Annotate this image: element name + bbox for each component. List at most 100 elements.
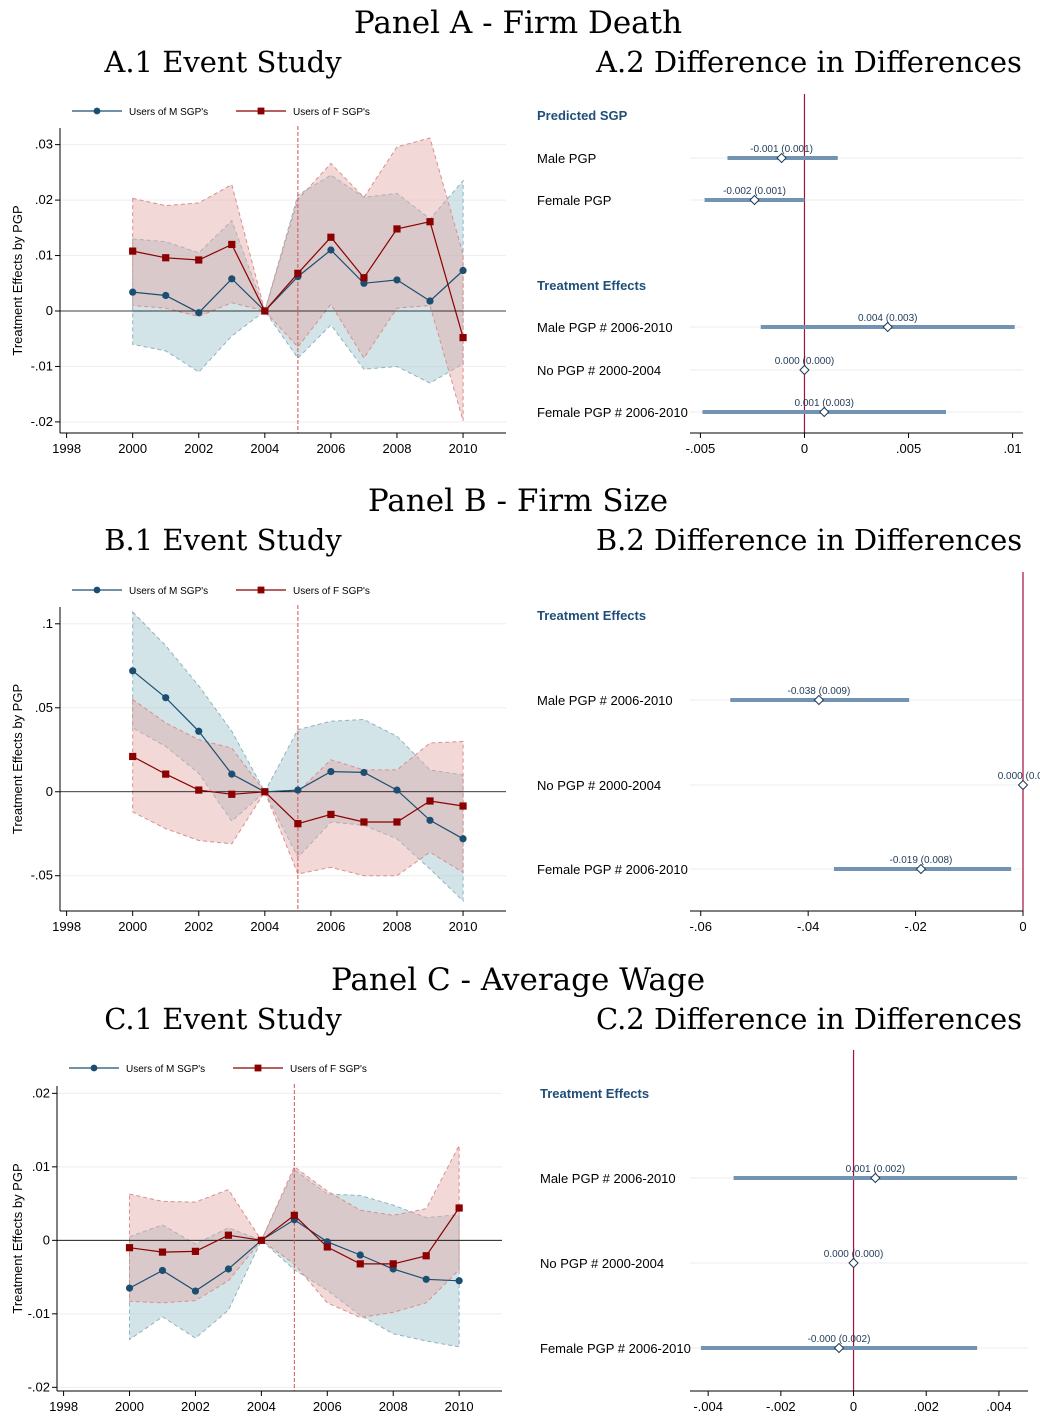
x-tick-label: 2000 [115, 1399, 144, 1414]
data-point-female [323, 1243, 331, 1251]
data-point-male [162, 291, 170, 300]
legend-marker-female [257, 107, 265, 115]
event-study-plot-0: .03 .02 .01 0 -.01 -.02 1998 2000 2002 2004 2006 20… [10, 107, 506, 456]
point-estimate [833, 1342, 845, 1354]
data-point-female [294, 269, 302, 277]
y-tick-label: .05 [35, 700, 53, 715]
data-point-male [125, 1284, 134, 1292]
legend-marker-male [90, 1064, 98, 1072]
y-tick-label: -.05 [31, 868, 53, 883]
x-tick-label: 1998 [52, 441, 81, 456]
x-tick-label: 2008 [383, 919, 412, 934]
row-label: Male PGP [537, 151, 596, 166]
data-point-female [455, 1204, 463, 1212]
row-label: Female PGP # 2006-2010 [540, 1341, 691, 1356]
data-point-female [389, 1260, 397, 1268]
point-estimate [1017, 779, 1029, 791]
section-header: Treatment Effects [537, 278, 646, 293]
x-tick-label: 2006 [316, 919, 345, 934]
data-point-female [261, 788, 269, 796]
point-estimate [813, 694, 825, 706]
data-point-male [426, 816, 434, 824]
legend-marker-female [257, 586, 265, 594]
row-label: Male PGP # 2006-2010 [537, 693, 673, 708]
x-tick-label: 2006 [316, 441, 345, 456]
data-point-female [426, 797, 434, 805]
x-tick-label: 2002 [181, 1399, 210, 1414]
data-point-male [422, 1275, 430, 1283]
data-point-female [294, 820, 302, 828]
a1-title: A.1 Event Study [103, 45, 342, 79]
data-point-female [162, 254, 170, 262]
data-point-male [191, 1287, 200, 1295]
data-point-male [356, 1251, 364, 1259]
data-point-female [195, 786, 203, 794]
data-point-female [426, 218, 434, 226]
y-tick-label: -.02 [28, 1379, 50, 1394]
x-tick-label: 2010 [449, 441, 478, 456]
event-study-plot-1: .1 .05 0 -.05 1998 2000 2002 2004 2006 2008 2010 Tr… [10, 586, 506, 934]
estimate-label: 0.000 (0.000) [775, 356, 835, 367]
b2-title: B.2 Difference in Differences [596, 523, 1022, 557]
data-point-female [327, 233, 335, 241]
did-plot-0: Predicted SGP Treatment Effects Male PGP Fe… [537, 94, 1023, 456]
section-header: Treatment Effects [540, 1086, 649, 1101]
data-point-female [459, 802, 467, 810]
point-estimate [870, 1172, 881, 1184]
data-point-male [129, 667, 137, 675]
x-tick-label: 0 [850, 1399, 857, 1414]
data-point-male [455, 1277, 463, 1285]
data-point-male [327, 767, 335, 776]
x-tick-label: 1998 [52, 919, 81, 934]
data-point-male [195, 309, 203, 317]
point-estimate [882, 321, 893, 333]
legend-label: Users of M SGP's [129, 586, 208, 597]
legend-label: Users of M SGP's [129, 107, 208, 118]
point-estimate [819, 406, 830, 418]
y-tick-label: 0 [46, 303, 53, 318]
point-estimate [915, 863, 927, 875]
data-point-male [228, 770, 236, 778]
legend-label: Users of M SGP's [126, 1064, 205, 1075]
panel-a-title: Panel A - Firm Death [354, 5, 682, 41]
data-point-female [195, 256, 203, 264]
x-tick-label: -.02 [904, 919, 926, 934]
x-tick-label: 0 [1019, 919, 1026, 934]
point-estimate [848, 1257, 859, 1269]
data-point-male [195, 727, 203, 735]
x-tick-label: 2004 [247, 1399, 276, 1414]
x-tick-label: -.002 [766, 1399, 796, 1414]
data-point-female [158, 1248, 167, 1256]
c2-title: C.2 Difference in Differences [596, 1002, 1022, 1036]
x-tick-label: -.005 [686, 441, 716, 456]
y-tick-label: .02 [35, 192, 53, 207]
x-tick-label: 2008 [383, 441, 412, 456]
legend-marker-female [254, 1064, 262, 1072]
x-tick-label: 2010 [445, 1399, 474, 1414]
estimate-label: 0.001 (0.003) [794, 398, 854, 409]
legend-marker-male [93, 107, 101, 115]
x-tick-label: .01 [1004, 441, 1022, 456]
x-tick-label: 2000 [118, 919, 147, 934]
y-tick-label: .02 [32, 1085, 50, 1100]
y-axis-label: Treatment Effects by PGP [10, 1163, 25, 1313]
y-axis-label: Treatment Effects by PGP [10, 205, 25, 355]
data-point-female [393, 818, 401, 826]
data-point-female [129, 247, 137, 255]
b1-title: B.1 Event Study [104, 523, 342, 557]
data-point-female [228, 790, 236, 798]
data-point-female [356, 1260, 364, 1268]
y-tick-label: -.01 [31, 358, 53, 373]
x-tick-label: 2006 [313, 1399, 342, 1414]
data-point-male [162, 694, 170, 702]
legend-label: Users of F SGP's [290, 1064, 367, 1075]
y-tick-label: .1 [42, 616, 53, 631]
x-tick-label: .005 [896, 441, 921, 456]
x-tick-label: .004 [986, 1399, 1011, 1414]
event-study-plot-2: .02 .01 0 -.01 -.02 1998 2000 2002 2004 2006 2008 2… [10, 1064, 502, 1414]
estimate-label: -0.001 (0.001) [750, 144, 813, 155]
data-point-female [459, 334, 467, 342]
data-point-male [294, 786, 302, 794]
c1-title: C.1 Event Study [104, 1002, 342, 1036]
x-tick-label: 2000 [118, 441, 147, 456]
